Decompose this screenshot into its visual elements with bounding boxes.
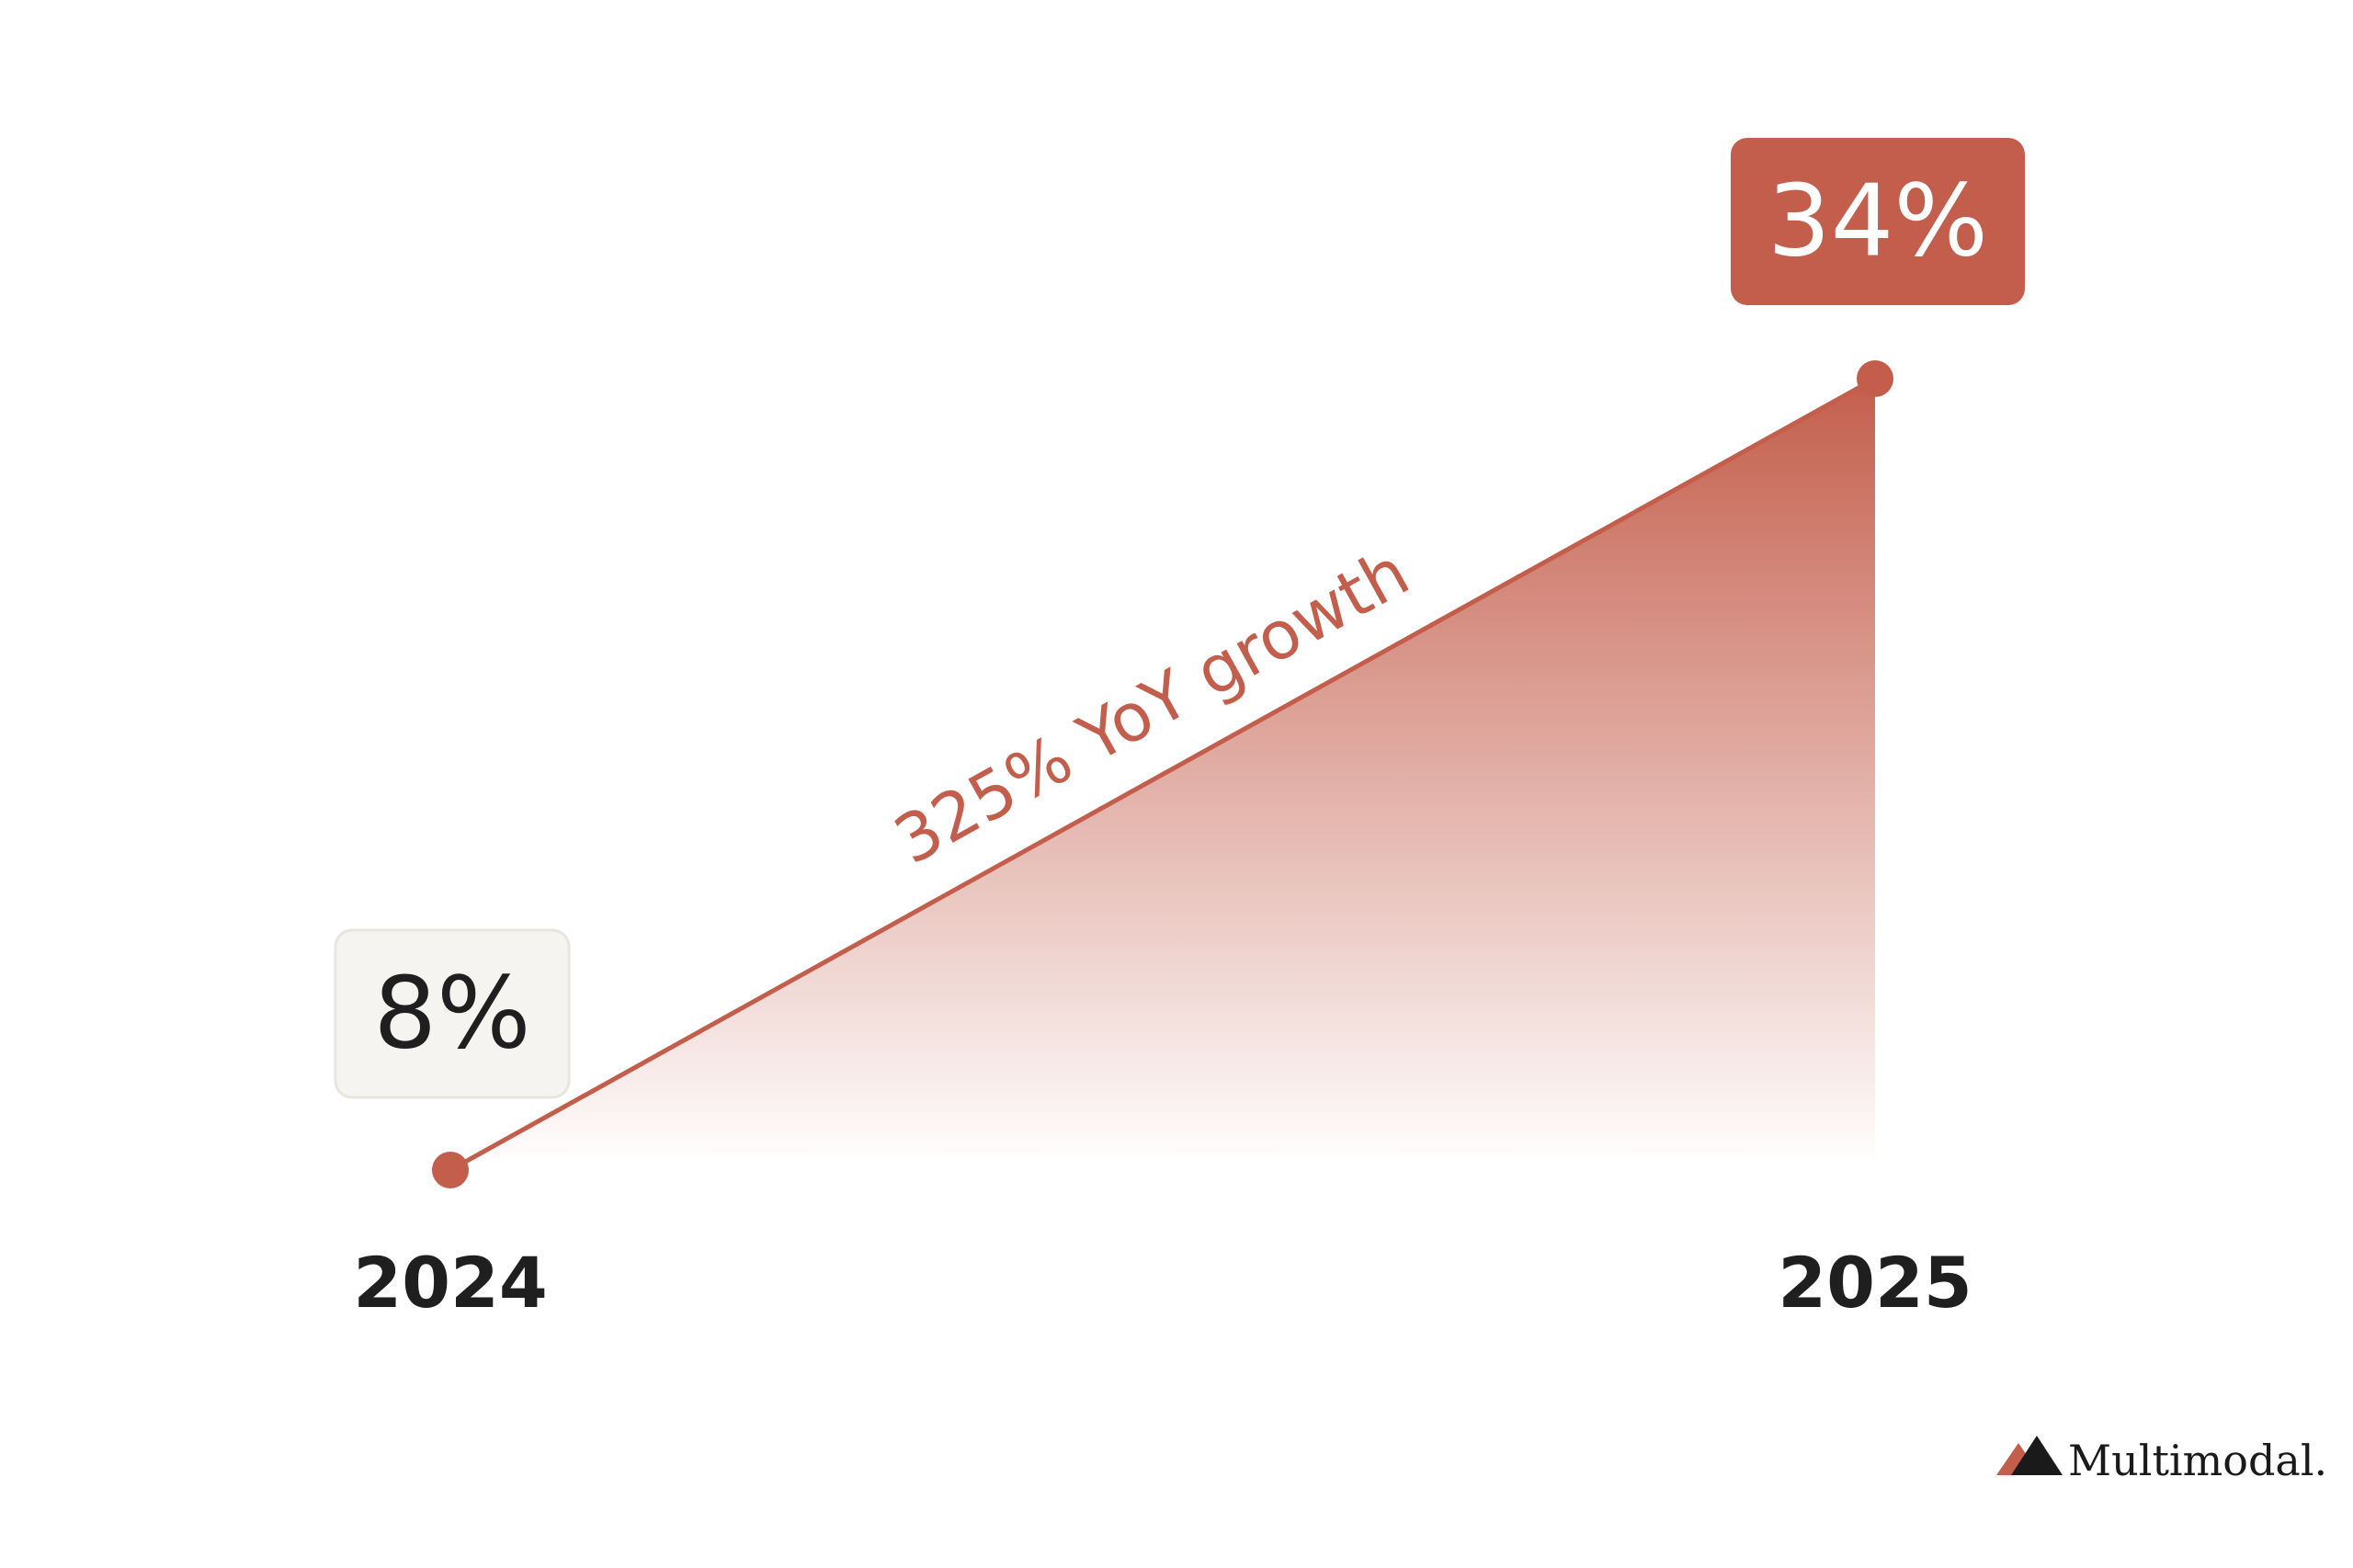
value-label-2024: 8% — [373, 957, 530, 1072]
brand-name: Multimodal. — [2068, 1436, 2327, 1485]
x-tick-label-2025: 2025 — [1778, 1242, 1972, 1324]
data-point-2024 — [432, 1152, 469, 1188]
trend-line — [448, 376, 1878, 1173]
value-label-2025: 34% — [1768, 165, 1988, 279]
brand-logo: Multimodal. — [1996, 1436, 2327, 1485]
mountain-logo-icon — [1996, 1436, 2063, 1475]
data-point-2025 — [1857, 360, 1893, 397]
value-box-2024 — [334, 928, 571, 1099]
x-tick-label-2024: 2024 — [353, 1242, 548, 1324]
value-box-2025 — [1731, 138, 2025, 305]
